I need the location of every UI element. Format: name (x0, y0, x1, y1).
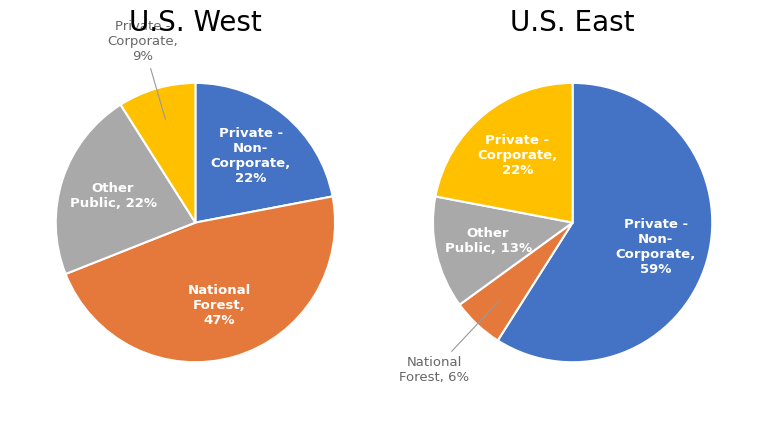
Wedge shape (195, 83, 333, 223)
Wedge shape (56, 105, 195, 274)
Text: Private -
Corporate,
9%: Private - Corporate, 9% (108, 20, 178, 120)
Text: National
Forest,
47%: National Forest, 47% (188, 284, 251, 327)
Text: Other
Public, 13%: Other Public, 13% (445, 228, 531, 255)
Text: Private -
Non-
Corporate,
59%: Private - Non- Corporate, 59% (616, 218, 696, 276)
Text: Other
Public, 22%: Other Public, 22% (70, 182, 157, 210)
Title: U.S. West: U.S. West (129, 9, 262, 37)
Title: U.S. East: U.S. East (511, 9, 635, 37)
Wedge shape (435, 83, 573, 223)
Wedge shape (121, 83, 195, 223)
Wedge shape (498, 83, 712, 362)
Wedge shape (459, 223, 573, 340)
Text: National
Forest, 6%: National Forest, 6% (399, 301, 499, 384)
Wedge shape (65, 196, 335, 362)
Text: Private -
Non-
Corporate,
22%: Private - Non- Corporate, 22% (210, 127, 291, 185)
Text: Private -
Corporate,
22%: Private - Corporate, 22% (477, 135, 558, 177)
Wedge shape (433, 196, 573, 305)
